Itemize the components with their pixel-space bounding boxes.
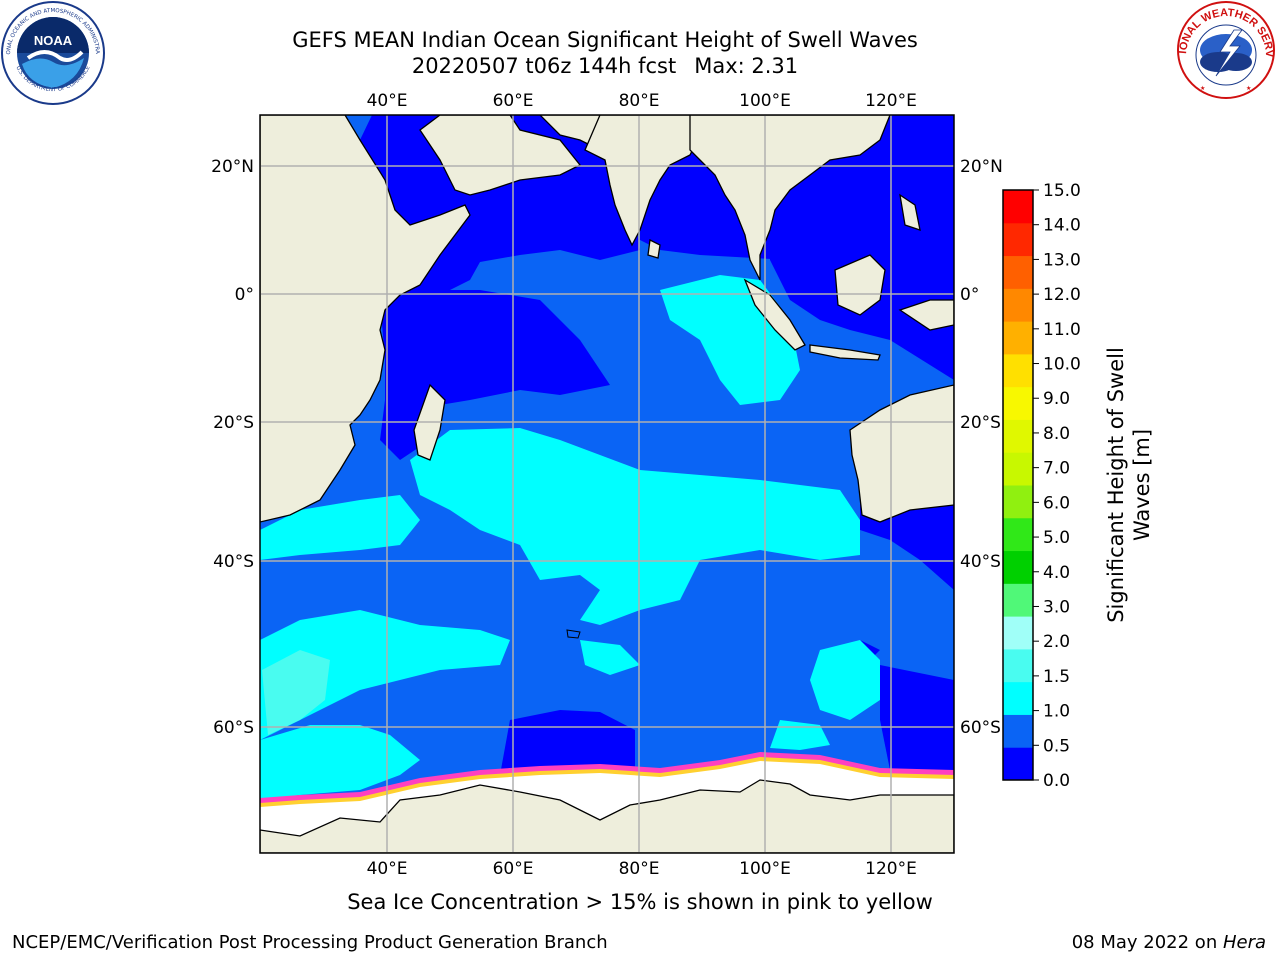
lon-label: 100°E — [739, 859, 791, 879]
map-frame — [259, 114, 955, 854]
graticule — [260, 115, 954, 853]
colorbar: 15.0 14.0 13.0 12.0 11.0 10.0 9.0 8.0 7.0 6.0 5.0 4… — [1002, 181, 1081, 791]
colorbar-tick-label: 0.0 — [1043, 771, 1070, 791]
map-area — [260, 115, 954, 853]
noaa-logo-text: NOAA — [34, 33, 73, 48]
colorbar-frame — [1002, 189, 1034, 781]
forecast-run: 20220507 t06z 144h fcst — [411, 54, 677, 78]
lon-label: 80°E — [619, 91, 660, 111]
colorbar-tick-label: 4.0 — [1043, 563, 1070, 583]
lat-label: 40°S — [213, 552, 254, 572]
colorbar-segment — [1003, 386, 1033, 420]
colorbar-segment — [1003, 452, 1033, 486]
colorbar-label: Significant Height of Swell Waves [m] — [1104, 347, 1154, 623]
max-value: Max: 2.31 — [694, 54, 799, 78]
colorbar-segment — [1003, 714, 1033, 748]
colorbar-tick-label: 11.0 — [1043, 320, 1081, 340]
lon-label: 60°E — [493, 91, 534, 111]
colorbar-tick-label: 3.0 — [1043, 597, 1070, 617]
footer-credit: NCEP/EMC/Verification Post Processing Pr… — [12, 932, 608, 953]
colorbar-segment — [1003, 419, 1033, 453]
colorbar-segment — [1003, 190, 1033, 224]
lon-label: 80°E — [619, 859, 660, 879]
national-weather-service-logo: NATIONAL WEATHER SERVICE ★ ★ — [1176, 0, 1275, 99]
colorbar-tick-label: 14.0 — [1043, 216, 1081, 236]
footer-host: Hera — [1222, 932, 1266, 953]
lat-label: 20°S — [213, 413, 254, 433]
lon-label: 40°E — [367, 859, 408, 879]
colorbar-segment — [1003, 288, 1033, 322]
svg-text:★: ★ — [1200, 85, 1205, 92]
colorbar-segment — [1003, 681, 1033, 715]
landmasses — [260, 115, 954, 853]
footer-date-text: 08 May 2022 on — [1071, 932, 1223, 953]
colorbar-tick-label: 1.5 — [1043, 667, 1070, 687]
lon-label: 120°E — [865, 91, 917, 111]
lon-label: 120°E — [865, 859, 917, 879]
colorbar-label-line2: Waves [m] — [1130, 429, 1154, 541]
colorbar-segment — [1003, 222, 1033, 257]
colorbar-tick-label: 6.0 — [1043, 493, 1070, 513]
colorbar-tick-label: 7.0 — [1043, 459, 1070, 479]
colorbar-segment — [1003, 648, 1033, 683]
sea-ice-caption: Sea Ice Concentration > 15% is shown in … — [347, 890, 933, 914]
footer-date: 08 May 2022 on Hera — [1072, 932, 1266, 953]
lat-label: 20°N — [960, 157, 1003, 177]
lon-label: 40°E — [367, 91, 408, 111]
lat-labels-left: 20°N 0° 20°S 40°S 60°S — [211, 157, 254, 738]
colorbar-tick-label: 12.0 — [1043, 285, 1081, 305]
colorbar-segment — [1003, 255, 1033, 289]
colorbar-tick-label: 2.0 — [1043, 632, 1070, 652]
colorbar-label-line1: Significant Height of Swell — [1104, 347, 1128, 623]
colorbar-tick-label: 13.0 — [1043, 250, 1081, 270]
lat-label: 0° — [960, 285, 979, 305]
lon-labels-bottom: 40°E 60°E 80°E 100°E 120°E — [367, 859, 917, 879]
colorbar-segment — [1003, 517, 1033, 552]
colorbar-tick-label: 9.0 — [1043, 389, 1070, 409]
lat-labels-right: 20°N 0° 20°S 40°S 60°S — [960, 157, 1003, 738]
chart-title: GEFS MEAN Indian Ocean Significant Heigh… — [292, 28, 918, 52]
colorbar-tick-label: 1.0 — [1043, 702, 1070, 722]
lat-label: 20°N — [211, 157, 254, 177]
lon-labels-top: 40°E 60°E 80°E 100°E 120°E — [367, 91, 917, 111]
lat-label: 40°S — [960, 552, 1001, 572]
lat-label: 60°S — [960, 718, 1001, 738]
colorbar-segment — [1003, 747, 1033, 781]
noaa-logo: NOAA NATIONAL OCEANIC AND ATMOSPHERIC AD… — [0, 0, 105, 105]
lat-label: 0° — [235, 285, 254, 305]
colorbar-segment — [1003, 550, 1033, 584]
colorbar-segment — [1003, 353, 1033, 388]
colorbar-segment — [1003, 321, 1033, 355]
colorbar-tick-label: 0.5 — [1043, 736, 1070, 756]
colorbar-segments — [1003, 190, 1033, 781]
lat-label: 60°S — [213, 718, 254, 738]
colorbar-segment — [1003, 485, 1033, 519]
lat-label: 20°S — [960, 413, 1001, 433]
swell-band-1.5-2.0 — [262, 650, 330, 735]
colorbar-tick-label: 10.0 — [1043, 355, 1081, 375]
colorbar-ticks: 15.0 14.0 13.0 12.0 11.0 10.0 9.0 8.0 7.0 6.0 5.0 4… — [1033, 181, 1081, 791]
chart-subtitle: 20220507 t06z 144h fcst Max: 2.31 — [230, 53, 980, 79]
colorbar-tick-label: 8.0 — [1043, 424, 1070, 444]
colorbar-tick-label: 15.0 — [1043, 181, 1081, 201]
lon-label: 100°E — [739, 91, 791, 111]
colorbar-tick-label: 5.0 — [1043, 528, 1070, 548]
colorbar-segment — [1003, 616, 1033, 650]
kerguelen-island — [566, 629, 581, 639]
lon-label: 60°E — [493, 859, 534, 879]
svg-text:★: ★ — [1246, 85, 1251, 92]
colorbar-segment — [1003, 583, 1033, 617]
